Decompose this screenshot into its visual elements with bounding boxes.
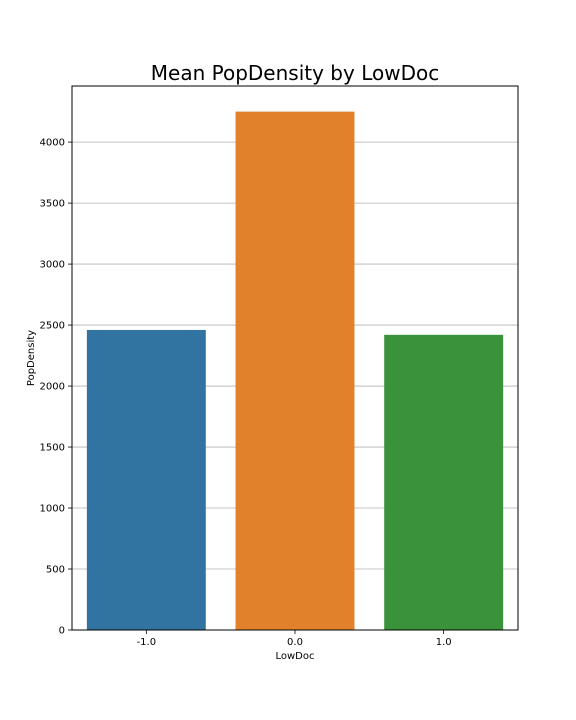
chart-title: Mean PopDensity by LowDoc (151, 61, 439, 85)
y-tick-label: 500 (46, 565, 65, 576)
y-tick-label: 4000 (40, 138, 65, 149)
y-tick-label: 3500 (40, 199, 65, 210)
y-tick-label: 0 (59, 626, 65, 637)
x-axis-ticks: -1.0 0.0 1.0 (137, 630, 452, 648)
x-axis-label: LowDoc (275, 651, 314, 662)
bar-2 (235, 111, 355, 630)
bar-3 (384, 334, 504, 630)
bars (86, 111, 504, 630)
y-axis-ticks: 0 500 1000 1500 2000 2500 3000 3500 4000 (40, 138, 72, 637)
x-tick-label: 1.0 (436, 637, 452, 648)
y-axis-label: PopDensity (26, 330, 37, 386)
y-tick-label: 1500 (40, 443, 65, 454)
y-tick-label: 2500 (40, 321, 65, 332)
x-tick-label: -1.0 (137, 637, 157, 648)
bar-1 (86, 329, 206, 630)
y-tick-label: 1000 (40, 504, 65, 515)
x-tick-label: 0.0 (287, 637, 303, 648)
y-tick-label: 2000 (40, 382, 65, 393)
y-tick-label: 3000 (40, 260, 65, 271)
